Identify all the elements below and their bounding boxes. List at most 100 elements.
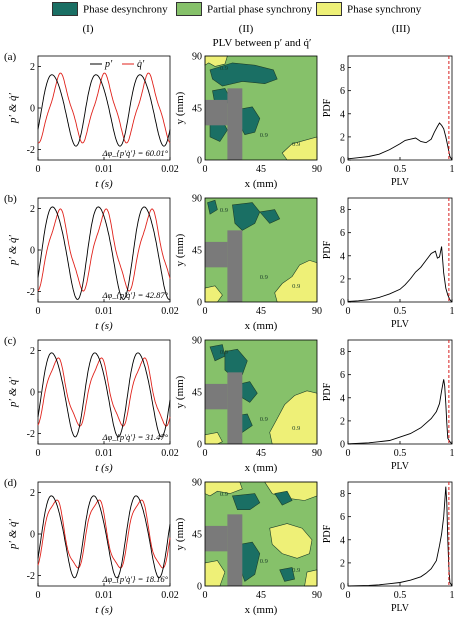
contour-label: 0.9 <box>292 141 300 148</box>
plv-region-desync <box>259 209 281 224</box>
contour-label: 0.9 <box>292 283 300 290</box>
y-axis-label: p′ & q̇′ <box>7 234 19 265</box>
pdf-y-tick-label: 0 <box>340 582 345 593</box>
pdf-y-axis-label: PDF <box>322 98 333 117</box>
plv-map-frame <box>204 55 318 161</box>
contour-label: 0.9 <box>292 425 300 432</box>
plv-region-desync <box>209 62 278 87</box>
legend-item-partial: Partial phase synchrony <box>176 2 312 17</box>
legend-p-label: p′ <box>104 59 113 70</box>
x-tick-label: 0.01 <box>95 164 113 175</box>
y-tick-label: 2 <box>30 204 35 215</box>
pdf-x-axis-label: PLV <box>391 461 410 472</box>
column-label-3: (III) <box>392 23 411 35</box>
pdf-y-tick-label: 4 <box>340 393 345 404</box>
map-y-tick-label: 45 <box>192 530 202 541</box>
map-x-tick-label: 45 <box>256 590 266 601</box>
row-label: (c) <box>4 335 17 347</box>
pdf-y-tick-label: 6 <box>340 86 345 97</box>
pdf-frame <box>347 481 453 587</box>
legend-swatch-desync <box>52 2 78 17</box>
plv-region-desync <box>232 202 261 231</box>
series-q-line <box>37 72 171 144</box>
bluff-body-vertical <box>227 230 243 302</box>
map-x-tick-label: 90 <box>312 306 322 317</box>
pdf-x-tick-label: 1 <box>450 306 454 317</box>
x-axis-label: t (s) <box>95 320 113 332</box>
pdf-y-tick-label: 8 <box>340 63 345 74</box>
pdf-y-tick-label: 0 <box>340 440 345 451</box>
map-x-tick-label: 45 <box>256 306 266 317</box>
bluff-body-horizontal <box>205 99 228 126</box>
contour-label: 0.9 <box>260 416 268 423</box>
x-tick-label: 0.01 <box>95 448 113 459</box>
map-y-axis-label: y (mm) <box>174 91 186 124</box>
map-y-axis-label: y (mm) <box>174 375 186 408</box>
x-tick-label: 0.02 <box>161 306 179 317</box>
timeseries-frame <box>37 339 171 445</box>
plv-map-frame <box>204 481 318 587</box>
pdf-y-tick-label: 0 <box>340 298 345 309</box>
pdf-y-tick-label: 6 <box>340 370 345 381</box>
x-tick-label: 0.01 <box>95 306 113 317</box>
plv-map-frame <box>204 197 318 303</box>
map-x-tick-label: 0 <box>203 306 208 317</box>
y-tick-label: -2 <box>27 571 35 582</box>
pdf-x-axis-label: PLV <box>391 603 410 614</box>
contour-label: 0.9 <box>260 274 268 281</box>
y-tick-label: 2 <box>30 62 35 73</box>
pdf-x-tick-label: 0 <box>346 306 351 317</box>
y-axis-label: p′ & q̇′ <box>7 92 19 123</box>
plv-region-sync <box>274 260 318 303</box>
y-tick-label: -2 <box>27 287 35 298</box>
map-x-tick-label: 45 <box>256 164 266 175</box>
pdf-x-tick-label: 0.5 <box>394 448 407 459</box>
y-tick-label: 0 <box>30 388 35 399</box>
bluff-body-vertical <box>227 372 243 444</box>
series-q-line <box>37 208 171 292</box>
y-tick-label: 2 <box>30 488 35 499</box>
pdf-y-tick-label: 2 <box>340 274 345 285</box>
pdf-line <box>347 486 453 587</box>
pdf-x-axis-label: PLV <box>391 177 410 188</box>
map-x-tick-label: 90 <box>312 164 322 175</box>
column-label-1: (I) <box>83 23 94 35</box>
series-p-line <box>37 206 171 300</box>
phase-annotation: Δφ_{p′q̇′} = 42.87° <box>102 290 169 300</box>
contour-label: 0.9 <box>220 349 228 356</box>
phase-annotation: Δφ_{p′q̇′} = 31.47° <box>102 432 169 442</box>
pdf-y-tick-label: 8 <box>340 489 345 500</box>
x-tick-label: 0.01 <box>95 590 113 601</box>
map-x-axis-label: x (mm) <box>245 604 278 616</box>
pdf-x-tick-label: 1 <box>450 164 454 175</box>
phase-annotation: Δφ_{p′q̇′} = 60.01° <box>102 148 169 158</box>
x-tick-label: 0 <box>36 448 41 459</box>
x-axis-label: t (s) <box>95 604 113 616</box>
plv-region-desync <box>279 567 295 582</box>
x-tick-label: 0 <box>36 306 41 317</box>
map-y-tick-label: 45 <box>192 388 202 399</box>
legend-item-desync: Phase desynchrony <box>52 2 168 17</box>
row-label: (d) <box>4 477 17 489</box>
map-y-tick-label: 0 <box>197 156 202 167</box>
x-tick-label: 0.02 <box>161 164 179 175</box>
pdf-y-tick-label: 8 <box>340 347 345 358</box>
map-x-tick-label: 45 <box>256 448 266 459</box>
bluff-body-horizontal <box>205 383 228 410</box>
map-y-tick-label: 0 <box>197 298 202 309</box>
legend: Phase desynchrony Partial phase synchron… <box>0 0 454 18</box>
map-y-tick-label: 90 <box>192 478 202 489</box>
plv-map-title: PLV between p′ and q̇′ <box>213 37 312 49</box>
map-x-tick-label: 0 <box>203 590 208 601</box>
map-x-tick-label: 0 <box>203 448 208 459</box>
timeseries-frame <box>37 481 171 587</box>
plv-region-sync <box>269 390 318 445</box>
x-tick-label: 0.02 <box>161 590 179 601</box>
y-tick-label: 2 <box>30 346 35 357</box>
pdf-y-tick-label: 2 <box>340 416 345 427</box>
pdf-x-tick-label: 1 <box>450 448 454 459</box>
x-tick-label: 0 <box>36 164 41 175</box>
series-p-line <box>37 352 171 438</box>
